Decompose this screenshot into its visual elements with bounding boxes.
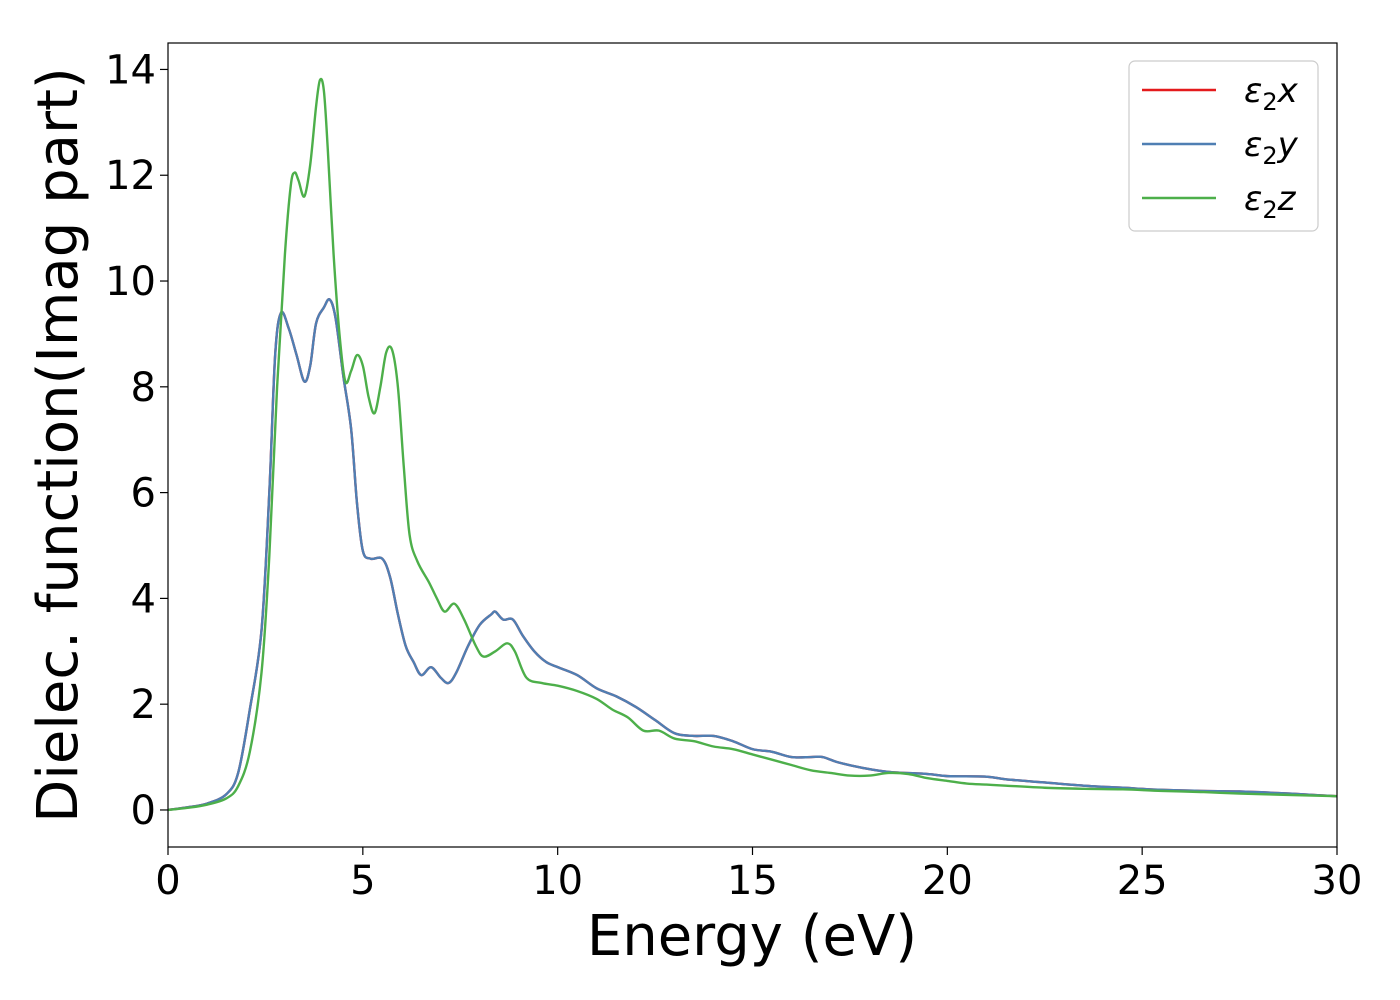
legend-label-z: ε2z bbox=[1244, 179, 1297, 224]
legend-label-y: ε2y bbox=[1244, 125, 1299, 170]
series-layer bbox=[168, 77, 1337, 812]
y-tick-label: 6 bbox=[131, 471, 156, 517]
y-axis-title: Dielec. function(Imag part) bbox=[26, 67, 91, 823]
x-tick-label: 0 bbox=[155, 858, 180, 904]
series-line-y bbox=[168, 298, 1337, 812]
x-tick-label: 10 bbox=[532, 858, 583, 904]
x-tick-label: 5 bbox=[350, 858, 375, 904]
x-tick-label: 20 bbox=[922, 858, 973, 904]
y-axis: 0 2 4 6 8 10 12 14 bbox=[105, 47, 168, 834]
series-line-z bbox=[168, 77, 1337, 812]
y-tick-label: 2 bbox=[131, 682, 156, 728]
x-axis-title: Energy (eV) bbox=[587, 904, 917, 969]
y-tick-label: 14 bbox=[105, 47, 156, 93]
x-tick-label: 15 bbox=[727, 858, 778, 904]
legend-label-x: ε2x bbox=[1244, 71, 1299, 116]
legend-box bbox=[1128, 60, 1319, 232]
y-tick-label: 12 bbox=[105, 153, 156, 199]
y-tick-label: 4 bbox=[131, 576, 156, 622]
y-tick-label: 8 bbox=[131, 365, 156, 411]
x-axis: 0 5 10 15 20 25 30 bbox=[155, 847, 1362, 904]
x-tick-label: 25 bbox=[1117, 858, 1168, 904]
y-tick-label: 0 bbox=[131, 788, 156, 834]
x-tick-label: 30 bbox=[1312, 858, 1363, 904]
y-tick-label: 10 bbox=[105, 259, 156, 305]
legend: ε2x ε2y ε2z bbox=[1128, 60, 1319, 232]
